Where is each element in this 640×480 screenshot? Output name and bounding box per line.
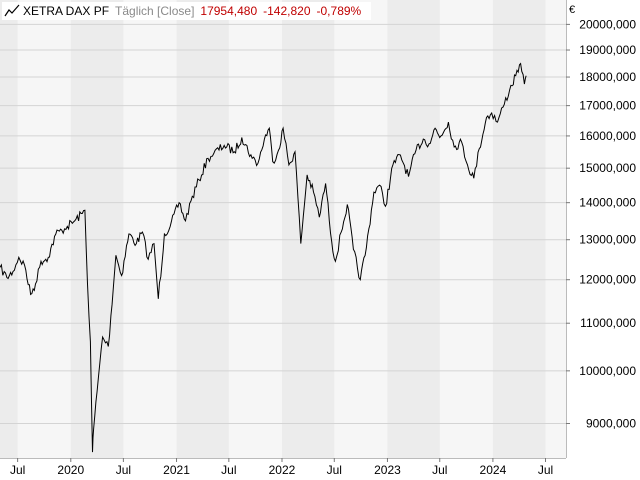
y-tick-label: 18000,000 (579, 70, 636, 84)
y-tick-label: 14000,000 (579, 196, 636, 210)
chart-header: XETRA DAX PF Täglich [Close] 17954,480 -… (2, 2, 372, 20)
x-tick-label: Jul (221, 463, 236, 477)
x-tick-label: 2022 (269, 463, 296, 477)
y-tick-label: 19000,000 (579, 43, 636, 57)
price-change: -142,820 (263, 4, 311, 18)
x-axis: Jul 2020 Jul 2021 Jul 2022 Jul 2023 Jul 2024 Jul (10, 458, 553, 477)
x-tick-label: 2023 (374, 463, 401, 477)
currency-unit: € (569, 4, 576, 16)
background-band (0, 0, 18, 458)
last-price: 17954,480 (200, 4, 258, 18)
x-tick-label: Jul (327, 463, 342, 477)
y-tick-label: 15000,000 (579, 161, 636, 175)
y-tick-label: 11000,000 (580, 316, 636, 330)
price-change-percent: -0,789% (316, 4, 362, 18)
x-tick-label: 2021 (163, 463, 190, 477)
instrument-name: XETRA DAX PF (23, 4, 110, 18)
price-line (0, 62, 527, 453)
x-tick-label: Jul (116, 463, 131, 477)
y-tick-label: 20000,000 (579, 17, 636, 31)
y-tick-label: 10000,000 (579, 364, 636, 378)
y-tick-label: 13000,000 (579, 233, 636, 247)
background-band (281, 0, 335, 458)
background-band (492, 0, 546, 458)
x-tick-label: Jul (10, 463, 25, 477)
background-band (70, 0, 124, 458)
y-tick-label: 17000,000 (579, 99, 636, 113)
x-tick-label: 2024 (480, 463, 507, 477)
x-tick-label: Jul (432, 463, 447, 477)
background-band (176, 0, 229, 458)
chart-background-bands (0, 0, 566, 458)
background-band (387, 0, 440, 458)
y-tick-label: 16000,000 (579, 129, 636, 143)
y-axis: 9000,000 10000,000 11000,000 12000,000 13000… (566, 17, 636, 431)
x-tick-label: 2020 (57, 463, 84, 477)
frequency-label: Täglich [Close] (115, 4, 195, 18)
line-chart-icon (4, 4, 20, 17)
chart-gridlines (0, 0, 567, 459)
y-tick-label: 12000,000 (579, 273, 636, 287)
x-tick-label: Jul (538, 463, 553, 477)
y-tick-label: 9000,000 (586, 417, 636, 431)
